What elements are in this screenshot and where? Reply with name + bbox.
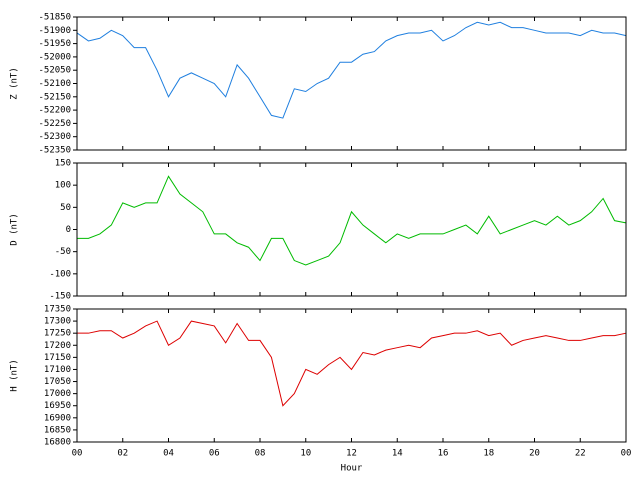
x-tick-label: 00 xyxy=(72,449,83,459)
y-tick-label: -52300 xyxy=(38,132,71,142)
y-tick-label: 17000 xyxy=(44,389,71,399)
y-tick-label: -150 xyxy=(49,292,71,302)
y-tick-label: -52350 xyxy=(38,146,71,156)
y-tick-label: -52250 xyxy=(38,119,71,129)
y-tick-label: 17250 xyxy=(44,329,71,339)
x-axis-label: Hour xyxy=(341,464,363,474)
data-line xyxy=(76,21,627,119)
y-tick-label: 17200 xyxy=(44,341,71,351)
y-tick-label: -52150 xyxy=(38,92,71,102)
y-tick-label: -51950 xyxy=(38,39,71,49)
x-tick-label: 08 xyxy=(255,449,266,459)
y-tick-label: 17050 xyxy=(44,377,71,387)
x-tick-label: 12 xyxy=(346,449,357,459)
y-axis-label: D (nT) xyxy=(10,213,20,246)
x-tick-label: 00 xyxy=(621,449,632,459)
y-tick-label: -50 xyxy=(55,247,71,257)
data-line xyxy=(77,320,627,407)
y-tick-label: 16850 xyxy=(44,425,71,435)
x-tick-label: 14 xyxy=(392,449,403,459)
x-tick-label: 06 xyxy=(209,449,220,459)
y-tick-label: -52200 xyxy=(38,106,71,116)
x-tick-label: 10 xyxy=(300,449,311,459)
x-tick-label: 18 xyxy=(483,449,494,459)
plot-frame xyxy=(76,308,627,443)
y-tick-label: 0 xyxy=(66,225,71,235)
y-tick-label: -52000 xyxy=(38,52,71,62)
y-tick-label: -100 xyxy=(49,269,71,279)
x-tick-label: 02 xyxy=(117,449,128,459)
y-tick-label: -51850 xyxy=(38,13,71,23)
y-axis-label: Z (nT) xyxy=(10,67,20,100)
y-tick-label: 17150 xyxy=(44,353,71,363)
y-tick-label: 16900 xyxy=(44,413,71,423)
y-tick-label: 16950 xyxy=(44,401,71,411)
y-tick-label: 16800 xyxy=(44,438,71,448)
y-tick-label: -52100 xyxy=(38,79,71,89)
y-tick-label: 150 xyxy=(55,159,71,169)
x-tick-label: 16 xyxy=(438,449,449,459)
y-tick-label: 50 xyxy=(60,203,71,213)
y-tick-label: 17100 xyxy=(44,365,71,375)
plot-frame xyxy=(76,16,627,151)
y-tick-label: -52050 xyxy=(38,66,71,76)
y-tick-label: 17300 xyxy=(44,317,71,327)
plot-frame xyxy=(76,162,627,297)
x-tick-label: 22 xyxy=(575,449,586,459)
y-tick-label: -51900 xyxy=(38,26,71,36)
data-line xyxy=(77,175,627,266)
y-tick-label: 17350 xyxy=(44,305,71,315)
y-tick-label: 100 xyxy=(55,181,71,191)
x-tick-label: 20 xyxy=(529,449,540,459)
y-axis-label: H (nT) xyxy=(10,359,20,392)
x-tick-label: 04 xyxy=(163,449,174,459)
